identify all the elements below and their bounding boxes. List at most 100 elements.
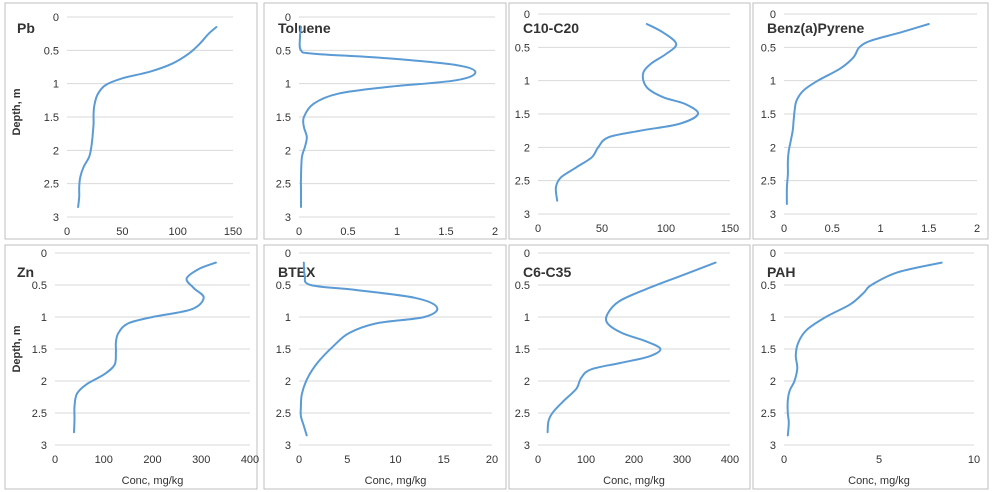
y-tick-label: 3 bbox=[285, 212, 291, 224]
y-tick-label: 1 bbox=[285, 312, 291, 324]
y-tick-label: 2 bbox=[53, 145, 59, 157]
y-axis-label: Depth, m bbox=[11, 325, 23, 372]
x-axis-label: Conc, mg/kg bbox=[122, 475, 184, 487]
x-tick-label: 0 bbox=[64, 226, 70, 238]
y-axis-label: Depth, m bbox=[11, 88, 23, 135]
y-tick-label: 0 bbox=[770, 248, 776, 260]
series-line bbox=[554, 23, 700, 202]
y-tick-label: 0 bbox=[53, 12, 59, 24]
x-tick-label: 0.5 bbox=[340, 226, 355, 238]
chart-title: Pb bbox=[17, 20, 35, 36]
y-tick-label: 3 bbox=[285, 440, 291, 452]
y-tick-label: 0.5 bbox=[761, 42, 776, 54]
x-tick-label: 150 bbox=[721, 223, 739, 235]
y-tick-label: 3 bbox=[770, 440, 776, 452]
y-tick-label: 1.5 bbox=[32, 344, 47, 356]
chart-title: BTEX bbox=[278, 264, 316, 280]
panel-frame bbox=[508, 244, 751, 490]
panel-frame bbox=[4, 2, 258, 240]
y-tick-label: 2.5 bbox=[32, 408, 47, 420]
x-tick-label: 1.5 bbox=[438, 226, 453, 238]
series-line bbox=[786, 261, 943, 437]
panel-frame bbox=[263, 244, 507, 490]
panel-frame bbox=[752, 244, 989, 490]
x-axis-label: Conc, mg/kg bbox=[848, 475, 910, 487]
y-tick-label: 3 bbox=[770, 209, 776, 221]
y-tick-label: 2 bbox=[524, 142, 530, 154]
y-tick-label: 0.5 bbox=[515, 42, 530, 54]
y-tick-label: 0 bbox=[524, 9, 530, 21]
panel-frame bbox=[4, 244, 258, 490]
y-tick-label: 0 bbox=[285, 248, 291, 260]
x-axis-label: Conc, mg/kg bbox=[603, 475, 665, 487]
y-tick-label: 1 bbox=[53, 79, 59, 91]
x-tick-label: 100 bbox=[577, 454, 595, 466]
x-tick-label: 0 bbox=[781, 223, 787, 235]
y-tick-label: 1 bbox=[524, 312, 530, 324]
series-line bbox=[298, 26, 477, 208]
x-tick-label: 300 bbox=[673, 454, 691, 466]
y-tick-label: 2.5 bbox=[761, 176, 776, 188]
panel-frame bbox=[752, 2, 989, 240]
series-line bbox=[77, 26, 218, 208]
y-tick-label: 1 bbox=[524, 76, 530, 88]
x-tick-label: 0 bbox=[535, 454, 541, 466]
y-tick-label: 2.5 bbox=[515, 176, 530, 188]
x-axis-label: Conc, mg/kg bbox=[365, 475, 427, 487]
y-tick-label: 0.5 bbox=[32, 280, 47, 292]
series-line bbox=[299, 261, 439, 437]
chart-title: Toluene bbox=[278, 20, 331, 36]
x-tick-label: 1.5 bbox=[921, 223, 936, 235]
x-tick-label: 100 bbox=[657, 223, 675, 235]
x-tick-label: 1 bbox=[877, 223, 883, 235]
x-tick-label: 50 bbox=[116, 226, 128, 238]
chart-title: Zn bbox=[17, 264, 34, 280]
y-tick-label: 2 bbox=[770, 142, 776, 154]
y-tick-label: 1.5 bbox=[761, 109, 776, 121]
y-tick-label: 1.5 bbox=[276, 344, 291, 356]
y-tick-label: 3 bbox=[524, 440, 530, 452]
x-tick-label: 100 bbox=[95, 454, 113, 466]
x-tick-label: 150 bbox=[224, 226, 242, 238]
x-tick-label: 0 bbox=[296, 454, 302, 466]
y-tick-label: 2 bbox=[285, 376, 291, 388]
x-tick-label: 5 bbox=[344, 454, 350, 466]
chart-title: PAH bbox=[767, 264, 796, 280]
x-tick-label: 0.5 bbox=[825, 223, 840, 235]
y-tick-label: 1 bbox=[770, 76, 776, 88]
y-tick-label: 1 bbox=[41, 312, 47, 324]
y-tick-label: 1.5 bbox=[276, 112, 291, 124]
x-tick-label: 400 bbox=[241, 454, 259, 466]
x-tick-label: 200 bbox=[143, 454, 161, 466]
x-tick-label: 0 bbox=[781, 454, 787, 466]
x-tick-label: 10 bbox=[389, 454, 401, 466]
y-tick-label: 1 bbox=[770, 312, 776, 324]
x-tick-label: 15 bbox=[438, 454, 450, 466]
y-tick-label: 2 bbox=[285, 145, 291, 157]
y-tick-label: 0.5 bbox=[276, 45, 291, 57]
y-tick-label: 2.5 bbox=[276, 408, 291, 420]
y-tick-label: 0.5 bbox=[44, 45, 59, 57]
panel-frame bbox=[263, 2, 507, 240]
x-tick-label: 0 bbox=[535, 223, 541, 235]
y-tick-label: 0.5 bbox=[761, 280, 776, 292]
y-tick-label: 0 bbox=[285, 12, 291, 24]
y-tick-label: 1 bbox=[285, 79, 291, 91]
y-tick-label: 1.5 bbox=[761, 344, 776, 356]
panel-frame bbox=[508, 2, 751, 240]
x-tick-label: 100 bbox=[168, 226, 186, 238]
x-tick-label: 0 bbox=[296, 226, 302, 238]
y-tick-label: 2.5 bbox=[515, 408, 530, 420]
x-tick-label: 20 bbox=[486, 454, 498, 466]
y-tick-label: 1.5 bbox=[515, 344, 530, 356]
x-tick-label: 2 bbox=[492, 226, 498, 238]
y-tick-label: 2 bbox=[770, 376, 776, 388]
x-tick-label: 5 bbox=[876, 454, 882, 466]
